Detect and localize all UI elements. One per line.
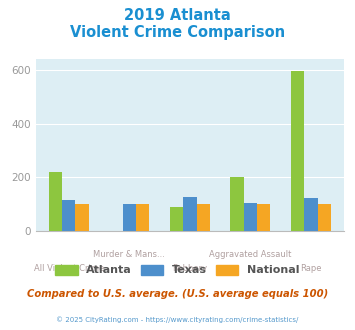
Bar: [197, 204, 210, 231]
Bar: [257, 204, 271, 231]
Text: © 2025 CityRating.com - https://www.cityrating.com/crime-statistics/: © 2025 CityRating.com - https://www.city…: [56, 317, 299, 323]
Bar: [170, 207, 183, 231]
Text: 2019 Atlanta: 2019 Atlanta: [124, 8, 231, 23]
Bar: [318, 204, 331, 231]
Text: All Violent Crime: All Violent Crime: [34, 264, 104, 273]
Text: Compared to U.S. average. (U.S. average equals 100): Compared to U.S. average. (U.S. average …: [27, 289, 328, 299]
Legend: Atlanta, Texas, National: Atlanta, Texas, National: [52, 261, 303, 279]
Bar: [230, 178, 244, 231]
Bar: [123, 204, 136, 231]
Bar: [76, 204, 89, 231]
Text: Aggravated Assault: Aggravated Assault: [209, 250, 292, 259]
Bar: [291, 71, 304, 231]
Text: Murder & Mans...: Murder & Mans...: [93, 250, 165, 259]
Text: Robbery: Robbery: [173, 264, 207, 273]
Bar: [136, 204, 149, 231]
Bar: [304, 198, 318, 231]
Bar: [244, 203, 257, 231]
Text: Violent Crime Comparison: Violent Crime Comparison: [70, 25, 285, 40]
Bar: [183, 197, 197, 231]
Text: Rape: Rape: [300, 264, 322, 273]
Bar: [49, 172, 62, 231]
Bar: [62, 200, 76, 231]
